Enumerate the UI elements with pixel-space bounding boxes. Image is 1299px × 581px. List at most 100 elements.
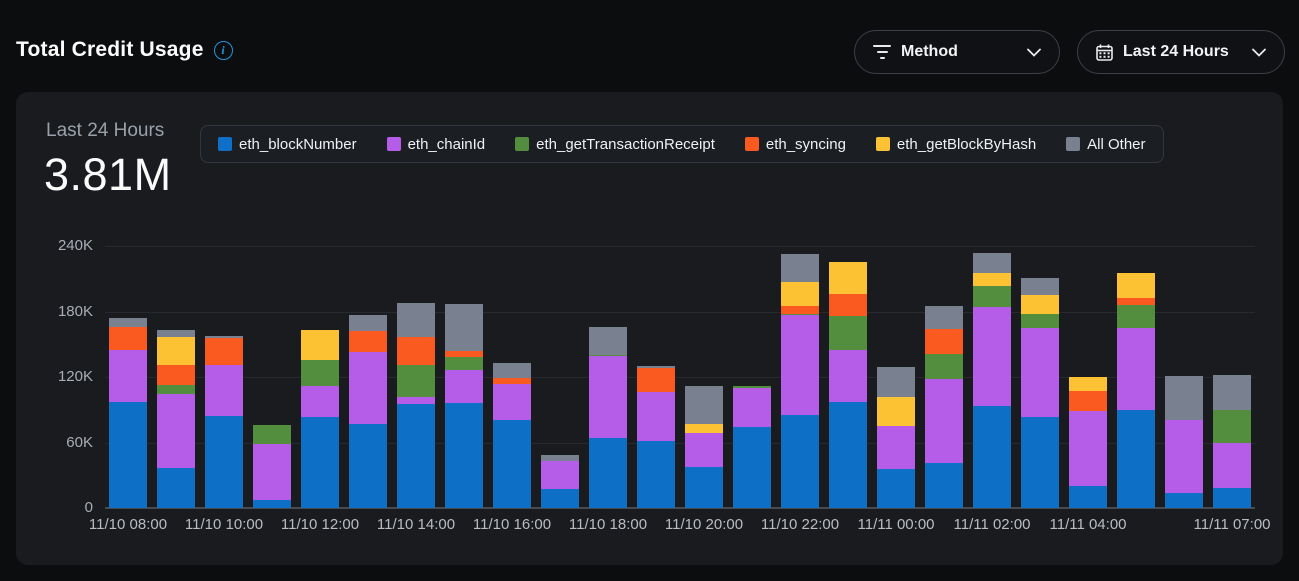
bar-segment[interactable]: [829, 349, 867, 403]
bar[interactable]: [1165, 375, 1203, 508]
bar-segment[interactable]: [109, 318, 147, 327]
bar[interactable]: [973, 252, 1011, 508]
bar-segment[interactable]: [589, 356, 627, 439]
bar[interactable]: [157, 330, 195, 508]
bar-segment[interactable]: [1069, 486, 1107, 508]
bar[interactable]: [253, 425, 291, 508]
info-icon[interactable]: i: [213, 40, 233, 60]
bar-segment[interactable]: [925, 306, 963, 330]
bar-segment[interactable]: [301, 359, 339, 386]
bar-segment[interactable]: [1117, 273, 1155, 299]
bar[interactable]: [877, 367, 915, 508]
date-range-dropdown[interactable]: Last 24 Hours: [1077, 30, 1285, 74]
bar-segment[interactable]: [685, 466, 723, 508]
bar-segment[interactable]: [733, 387, 771, 428]
bar-segment[interactable]: [781, 306, 819, 314]
bar-segment[interactable]: [637, 368, 675, 393]
bar-segment[interactable]: [109, 326, 147, 350]
bar[interactable]: [1069, 377, 1107, 508]
bar-segment[interactable]: [157, 394, 195, 468]
bar-segment[interactable]: [157, 330, 195, 337]
bar[interactable]: [109, 318, 147, 508]
legend-item[interactable]: eth_syncing: [744, 136, 846, 153]
bar-segment[interactable]: [733, 427, 771, 508]
bar[interactable]: [589, 326, 627, 508]
bar-segment[interactable]: [349, 314, 387, 332]
bar-segment[interactable]: [1165, 375, 1203, 420]
bar-segment[interactable]: [349, 331, 387, 352]
bar-segment[interactable]: [925, 354, 963, 380]
bar[interactable]: [301, 330, 339, 508]
bar[interactable]: [685, 385, 723, 508]
bar-segment[interactable]: [397, 302, 435, 337]
bar-segment[interactable]: [829, 402, 867, 508]
legend-item[interactable]: eth_getBlockByHash: [875, 136, 1036, 153]
bar-segment[interactable]: [1069, 391, 1107, 411]
bar-segment[interactable]: [1213, 409, 1251, 443]
method-filter-dropdown[interactable]: Method: [854, 30, 1060, 74]
bar-segment[interactable]: [205, 416, 243, 508]
bar-segment[interactable]: [1069, 377, 1107, 392]
bar-segment[interactable]: [541, 454, 579, 462]
bar-segment[interactable]: [397, 365, 435, 397]
bar-segment[interactable]: [973, 273, 1011, 287]
bar[interactable]: [829, 262, 867, 508]
bar-segment[interactable]: [829, 294, 867, 316]
bar[interactable]: [541, 454, 579, 508]
bar-segment[interactable]: [1213, 374, 1251, 410]
bar[interactable]: [781, 253, 819, 508]
bar-segment[interactable]: [973, 307, 1011, 407]
bar-segment[interactable]: [829, 315, 867, 350]
bar-segment[interactable]: [253, 500, 291, 508]
bar[interactable]: [349, 314, 387, 508]
bar-segment[interactable]: [829, 262, 867, 295]
bar-segment[interactable]: [253, 443, 291, 501]
bar-segment[interactable]: [301, 385, 339, 418]
bar-segment[interactable]: [1021, 417, 1059, 508]
bar-segment[interactable]: [397, 336, 435, 365]
bar-segment[interactable]: [157, 365, 195, 385]
bar[interactable]: [925, 306, 963, 508]
bar-segment[interactable]: [1213, 442, 1251, 489]
bar-segment[interactable]: [925, 379, 963, 464]
bar-segment[interactable]: [541, 489, 579, 508]
bar-segment[interactable]: [445, 403, 483, 508]
bar-segment[interactable]: [1021, 277, 1059, 296]
bar-segment[interactable]: [445, 350, 483, 358]
bar-segment[interactable]: [973, 252, 1011, 274]
legend-item[interactable]: All Other: [1066, 136, 1146, 153]
legend-item[interactable]: eth_chainId: [386, 136, 485, 153]
bar-segment[interactable]: [1213, 488, 1251, 508]
bar-segment[interactable]: [349, 423, 387, 508]
bar-segment[interactable]: [781, 253, 819, 283]
bar-segment[interactable]: [301, 417, 339, 508]
bar-segment[interactable]: [109, 402, 147, 508]
bar-segment[interactable]: [109, 349, 147, 403]
bar-segment[interactable]: [493, 378, 531, 384]
bar-segment[interactable]: [877, 396, 915, 427]
bar-segment[interactable]: [205, 335, 243, 338]
bar[interactable]: [1021, 277, 1059, 508]
bar-segment[interactable]: [1021, 327, 1059, 418]
bar-segment[interactable]: [1117, 298, 1155, 305]
bar-segment[interactable]: [1165, 419, 1203, 493]
bar-segment[interactable]: [397, 404, 435, 508]
bar-segment[interactable]: [541, 461, 579, 490]
bar-segment[interactable]: [493, 362, 531, 379]
bar-segment[interactable]: [685, 385, 723, 424]
bar-segment[interactable]: [877, 426, 915, 469]
bar-segment[interactable]: [637, 392, 675, 442]
bar[interactable]: [733, 385, 771, 508]
bar-segment[interactable]: [493, 419, 531, 508]
bar-segment[interactable]: [685, 423, 723, 433]
bar-segment[interactable]: [1117, 304, 1155, 328]
bar-segment[interactable]: [157, 336, 195, 366]
bar-segment[interactable]: [205, 365, 243, 417]
bar-segment[interactable]: [925, 463, 963, 508]
bar-segment[interactable]: [589, 326, 627, 356]
bar[interactable]: [205, 335, 243, 508]
bar-segment[interactable]: [493, 383, 531, 420]
bar-segment[interactable]: [1117, 409, 1155, 508]
bar-segment[interactable]: [877, 367, 915, 397]
bar-segment[interactable]: [973, 406, 1011, 508]
